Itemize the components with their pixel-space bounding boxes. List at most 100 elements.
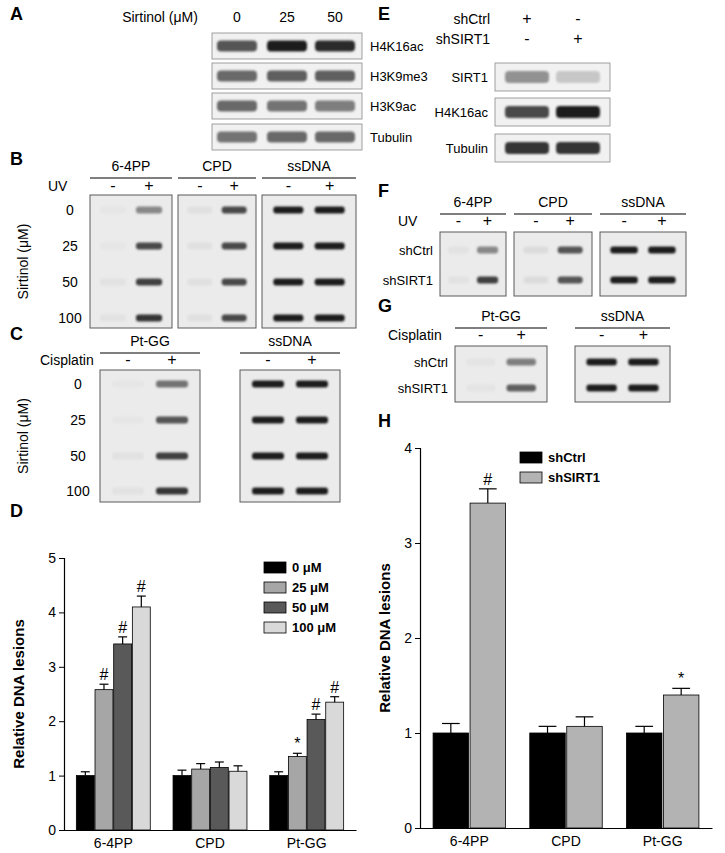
y-tick-mark [59, 830, 64, 831]
significance-mark: # [483, 471, 492, 488]
row-label: shCtrl [399, 243, 433, 258]
x-tick-label: 6-4PP [450, 833, 489, 849]
slot-band [507, 385, 536, 392]
row-label: 50 [70, 448, 86, 464]
significance-mark: * [678, 670, 684, 687]
error-bar-cap [330, 696, 339, 697]
error-bar-stem [181, 770, 182, 775]
slot-band [466, 359, 495, 366]
y-axis-title: Relative DNA lesions [376, 563, 393, 713]
y-axis: 0 1 2 3 4 5 [48, 550, 64, 838]
slot-band [296, 488, 328, 495]
y-axis: 01234 [404, 440, 420, 836]
error-bar [576, 717, 594, 727]
error-bar-cap [99, 684, 108, 685]
error-bar-stem [681, 688, 682, 695]
panel-letter: D [10, 501, 23, 521]
y-tick-label: 0 [48, 822, 56, 838]
row-title: Sirtinol (μM) [15, 398, 31, 474]
treatment-level: + [657, 212, 666, 229]
y-tick-mark [59, 721, 64, 722]
x-axis-line [65, 830, 357, 831]
blot-box [100, 370, 200, 502]
x-tick: CPD [551, 833, 581, 849]
legend-label: shCtrl [548, 450, 586, 465]
slot-band [100, 243, 126, 250]
slot-band [252, 381, 284, 388]
y-tick: 2 [48, 713, 64, 729]
treatment-level: - [265, 351, 270, 368]
legend-label: 25 μM [292, 580, 329, 595]
blot-strip [212, 93, 362, 119]
slot-band [273, 207, 303, 214]
slot-band [273, 243, 303, 250]
error-bar-stem [122, 637, 123, 644]
blot-band [315, 41, 355, 52]
slot-band [523, 247, 548, 254]
legend-swatch [264, 602, 286, 613]
slot-band [448, 277, 469, 284]
header-underline [262, 177, 356, 178]
y-tick: 0 [48, 822, 64, 838]
error-bar-cap [234, 765, 243, 766]
y-tick: 4 [48, 604, 64, 620]
slot-band [610, 277, 638, 284]
slot-blot-panel: Sirtinol (μM)CisplatinPt-GG-+ssDNA-+0255… [15, 333, 340, 502]
condition-mark: + [573, 30, 582, 47]
slot-band [586, 359, 616, 366]
y-tick-label: 5 [48, 550, 56, 566]
row-label: shSIRT1 [383, 273, 433, 288]
blot-strip [212, 33, 362, 59]
blot-band [556, 106, 600, 118]
panel-letter: G [378, 296, 392, 316]
x-axis: 6-4PPCPDPt-GG [65, 831, 357, 851]
panel-letter: H [378, 411, 391, 431]
slot-band [273, 315, 303, 322]
column-label: 0 [233, 9, 241, 25]
error-bar [635, 726, 653, 733]
slot-band [156, 453, 188, 460]
slot-band [523, 277, 548, 284]
y-tick: 1 [48, 768, 64, 784]
row-label: Tubulin [370, 130, 412, 145]
blot-header: ssDNA [287, 158, 331, 174]
slot-band [648, 277, 676, 284]
slot-band [252, 417, 284, 424]
y-axis-title: Relative DNA lesions [10, 619, 27, 769]
slot-band [187, 207, 212, 214]
error-bar-cap [635, 726, 653, 727]
bar [95, 690, 113, 830]
slot-band [112, 381, 144, 388]
slot-band [187, 279, 212, 286]
treatment-level: + [229, 177, 238, 194]
y-tick: 3 [48, 659, 64, 675]
bar-chart: H 01234 6-4PP CPD Pt-GG Relative DNA lesions #… [376, 411, 713, 849]
slot-band [315, 207, 345, 214]
y-tick: 0 [404, 820, 420, 836]
row-label: 50 [62, 274, 78, 290]
legend-label: 50 μM [292, 600, 329, 615]
blot-band [267, 132, 307, 143]
error-bar [196, 764, 205, 769]
blot-band [505, 106, 549, 118]
error-bar-stem [584, 717, 585, 727]
error-bar [118, 637, 127, 644]
treatment-level: - [478, 326, 483, 343]
header-underline [90, 177, 172, 178]
bar [567, 726, 602, 828]
row-label: SIRT1 [451, 70, 488, 85]
header-underline [100, 352, 200, 353]
y-tick-label: 2 [404, 630, 412, 646]
bar [663, 695, 698, 828]
error-bar-cap [672, 688, 690, 689]
slot-band [156, 417, 188, 424]
x-tick-label: Pt-GG [643, 833, 683, 849]
bar [470, 503, 505, 828]
condition-mark: - [524, 30, 529, 47]
treatment-label: Cisplatin [40, 352, 94, 368]
legend-swatch [520, 452, 542, 463]
legend-swatch [264, 622, 286, 633]
bar [288, 757, 306, 830]
row-label: Tubulin [446, 141, 488, 156]
row-label: 25 [62, 238, 78, 254]
